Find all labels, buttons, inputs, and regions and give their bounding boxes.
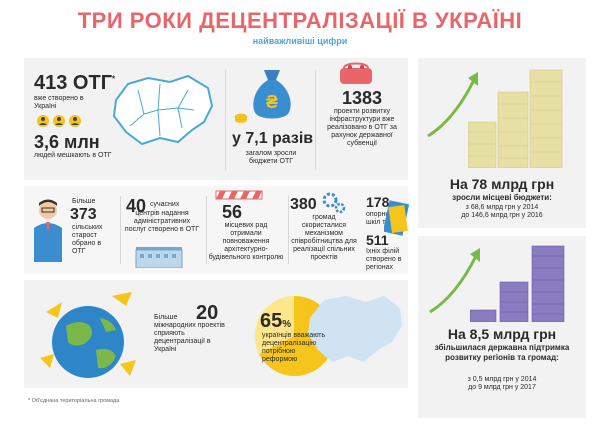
gears-icon bbox=[322, 192, 346, 219]
barrier-icon bbox=[214, 188, 264, 207]
cooperation-count: 380 bbox=[290, 196, 317, 213]
state-support-detail1: з 0,5 млрд грн у 2014 bbox=[467, 376, 537, 383]
money-bag-icon: ₴ bbox=[250, 66, 294, 125]
person-icon bbox=[30, 198, 66, 267]
footnote: * Об'єднана територіальна громада bbox=[28, 398, 120, 404]
building-icon bbox=[134, 244, 184, 273]
divider-mid-1 bbox=[120, 196, 121, 264]
page-title: ТРИ РОКИ ДЕЦЕНТРАЛІЗАЦІЇ В УКРАЇНІ bbox=[77, 8, 523, 33]
intl-count: 20 bbox=[196, 302, 219, 324]
projects-count: 1383 bbox=[341, 88, 383, 108]
otg-desc: вже створено в Україні bbox=[34, 95, 84, 110]
elders-prefix: Більше bbox=[72, 198, 96, 205]
state-support-detail2: до 9 млрд грн у 2017 bbox=[468, 384, 536, 391]
small-coins-icon bbox=[234, 110, 248, 128]
school-icon bbox=[382, 200, 410, 245]
elders-desc: сільських старост обрано в ОТГ bbox=[72, 224, 103, 255]
local-budget-detail1: з 68,6 млрд грн у 2014 bbox=[465, 204, 539, 211]
state-support-desc: збільшилася державна підтримка розвитку … bbox=[434, 343, 570, 362]
local-budget-detail2: до 146,6 млрд грн у 2016 bbox=[461, 212, 543, 219]
wallet-icon bbox=[336, 60, 376, 91]
ukraine-map-icon bbox=[108, 70, 218, 155]
otg-count: 413 ОТГ* bbox=[34, 72, 116, 94]
cnap-count: 40 bbox=[126, 196, 147, 216]
support-desc: українців вважають децентралізацію потрі… bbox=[262, 332, 326, 363]
intl-prefix: Більше bbox=[154, 314, 178, 321]
branches-count: 511 bbox=[366, 232, 389, 248]
divider-v1 bbox=[225, 70, 226, 170]
local-budget-amount: На 78 млрд грн bbox=[449, 176, 555, 192]
people-desc: людей мешкають в ОТГ bbox=[34, 152, 112, 159]
money-stack-icon bbox=[467, 62, 564, 173]
budget-times: у 7,1 разів bbox=[232, 130, 314, 147]
divider-v2 bbox=[315, 70, 316, 170]
branches-desc: їхніх філій створено в регіонах bbox=[366, 248, 402, 271]
cnap-desc: центрів надання адміністративних послуг … bbox=[124, 210, 200, 233]
people-icons bbox=[36, 114, 106, 128]
budget-times-desc: загалом зросли бюджети ОТГ bbox=[245, 150, 297, 165]
schools-count: 178 bbox=[366, 194, 390, 210]
page-subtitle: найважливіші цифри bbox=[252, 36, 348, 46]
schools-desc: опорних шкіл та bbox=[366, 211, 393, 226]
support-pct: 65% bbox=[260, 310, 292, 332]
growth-arrow-icon-2 bbox=[426, 246, 486, 321]
councils-count: 56 bbox=[222, 202, 243, 222]
divider-mid-2 bbox=[206, 196, 207, 264]
globe-icon bbox=[40, 290, 136, 391]
growth-arrow-icon bbox=[424, 70, 484, 145]
state-support-amount: На 8,5 млрд грн bbox=[447, 326, 557, 342]
divider-mid-3 bbox=[288, 196, 289, 264]
cnap-desc-top: сучасних bbox=[150, 201, 180, 208]
councils-desc: місцевих рад отримали повноваження архіт… bbox=[208, 222, 284, 261]
projects-desc: проекти розвитку інфраструктури вже реал… bbox=[327, 108, 397, 147]
intl-desc: міжнародних проектів сприяють децентралі… bbox=[154, 322, 225, 353]
local-budget-desc: зросли місцеві бюджети: bbox=[452, 193, 552, 202]
ukraine-map-silhouette-icon bbox=[304, 288, 404, 373]
cooperation-desc: громад скористалися механізмом співробіт… bbox=[291, 214, 357, 261]
elders-count: 373 bbox=[70, 206, 97, 223]
people-count: 3,6 млн bbox=[34, 132, 100, 152]
money-stack-purple-icon bbox=[469, 242, 566, 327]
panel-mid bbox=[24, 186, 408, 274]
svg-text:₴: ₴ bbox=[266, 92, 278, 112]
